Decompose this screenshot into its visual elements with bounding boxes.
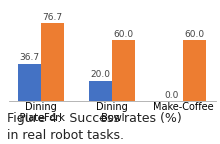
Text: 20.0: 20.0 bbox=[91, 70, 111, 79]
Text: 60.0: 60.0 bbox=[114, 30, 134, 39]
Bar bbox=[183, 40, 206, 101]
Bar bbox=[112, 40, 135, 101]
Text: 76.7: 76.7 bbox=[42, 13, 62, 22]
Legend: BC-RNN, VIOLA: BC-RNN, VIOLA bbox=[104, 0, 214, 1]
Text: 36.7: 36.7 bbox=[20, 53, 40, 62]
Bar bbox=[18, 64, 41, 101]
Bar bbox=[89, 80, 112, 101]
Bar bbox=[41, 23, 64, 101]
Text: 60.0: 60.0 bbox=[185, 30, 205, 39]
Text: 0.0: 0.0 bbox=[165, 91, 179, 100]
Text: Figure 4:  Success rates (%)
in real robot tasks.: Figure 4: Success rates (%) in real robo… bbox=[7, 112, 181, 142]
